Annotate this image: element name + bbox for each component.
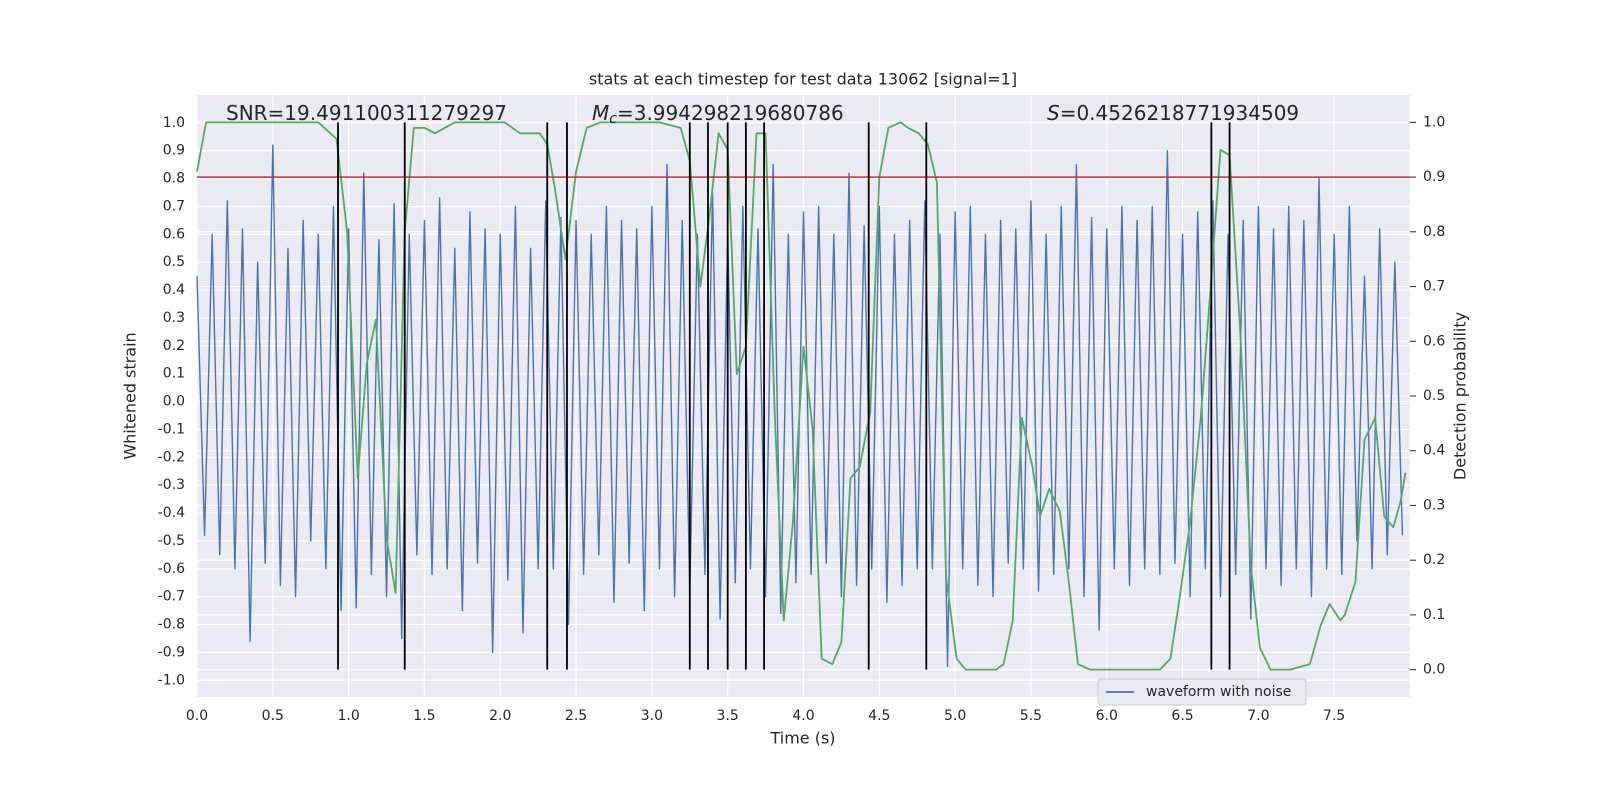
- y-tick-label: 0.2: [163, 338, 185, 354]
- y-tick-label: -0.7: [158, 589, 185, 605]
- y2-tick-label: 0.1: [1423, 607, 1445, 623]
- x-tick-label: 1.5: [413, 708, 435, 724]
- x-tick-label: 5.0: [944, 708, 966, 724]
- annotation: S=0.4526218771934509: [1047, 101, 1299, 125]
- y-tick-label: -0.2: [158, 449, 185, 465]
- y-tick-label: -0.3: [158, 477, 185, 493]
- y2-tick-label: 0.9: [1423, 169, 1445, 185]
- y-tick-label: 0.6: [163, 226, 185, 242]
- x-tick-label: 6.5: [1171, 708, 1193, 724]
- x-tick-label: 0.0: [186, 708, 208, 724]
- y2-axis-label: Detection probability: [1451, 312, 1470, 480]
- annotation: SNR=19.491100311279297: [226, 101, 507, 125]
- x-tick-label: 4.0: [792, 708, 814, 724]
- legend-box: [1097, 678, 1307, 706]
- y2-tick-label: 1.0: [1423, 114, 1445, 130]
- x-tick-label: 4.5: [868, 708, 890, 724]
- legend: waveform with noise: [1097, 678, 1307, 706]
- annotation-text: =3.994298219680786: [617, 101, 844, 125]
- y-tick-label: -0.4: [158, 505, 185, 521]
- chart-title: stats at each timestep for test data 130…: [589, 70, 1017, 89]
- annotation-subscript: c: [609, 111, 617, 127]
- y-tick-label: -0.1: [158, 421, 185, 437]
- y-tick-label: 0.1: [163, 366, 185, 382]
- x-tick-label: 3.5: [717, 708, 739, 724]
- y2-tick-label: 0.5: [1423, 388, 1445, 404]
- y-tick-label: 0.5: [163, 254, 185, 270]
- x-tick-label: 6.0: [1096, 708, 1118, 724]
- y-axis-label: Whitened strain: [121, 332, 140, 459]
- y-tick-label: -0.5: [158, 533, 185, 549]
- x-tick-label: 2.0: [489, 708, 511, 724]
- annotation-symbol: M: [592, 101, 609, 125]
- x-tick-label: 7.0: [1247, 708, 1269, 724]
- grid: [196, 95, 1410, 697]
- annotation-text: =0.4526218771934509: [1060, 101, 1299, 125]
- axes: 0.0 0.5 1.0 1.5 2.0 2.5 3.0 3.5 4.0 4.5 5.0 5.5 6.0 6…: [158, 101, 1446, 725]
- y-tick-label: -0.9: [158, 644, 185, 660]
- y-tick-label: 0.9: [163, 143, 185, 159]
- y2-tick-label: 0.3: [1423, 497, 1445, 513]
- y2-tick-label: 0.7: [1423, 279, 1445, 295]
- y-tick-label: -1.0: [158, 672, 185, 688]
- plot: [196, 121, 1410, 671]
- y2-tick-label: 0.8: [1423, 224, 1445, 240]
- y-tick-label: 0.8: [163, 171, 185, 187]
- annotation: Mc=3.994298219680786: [592, 101, 844, 128]
- y-tick-label: -0.8: [158, 617, 185, 633]
- y2-tick-label: 0.2: [1423, 552, 1445, 568]
- x-tick-label: 3.0: [641, 708, 663, 724]
- y2-tick-label: 0.0: [1423, 662, 1445, 678]
- y-tick-label: 1.0: [163, 115, 185, 131]
- series-line: [196, 121, 1407, 671]
- y2-tick-label: 0.6: [1423, 333, 1445, 349]
- x-tick-label: 1.0: [337, 708, 359, 724]
- x-axis-label: Time (s): [769, 729, 835, 748]
- legend-label: waveform with noise: [1146, 684, 1291, 700]
- x-tick-label: 0.5: [262, 708, 284, 724]
- x-tick-label: 5.5: [1020, 708, 1042, 724]
- y-tick-label: 0.7: [163, 198, 185, 214]
- y-tick-label: -0.6: [158, 561, 185, 577]
- annotation-symbol: S: [1047, 101, 1060, 125]
- y-tick-label: 0.3: [163, 310, 185, 326]
- annotation-text: SNR=19.491100311279297: [226, 101, 507, 125]
- y-tick-label: 0.0: [163, 394, 185, 410]
- x-tick-label: 2.5: [565, 708, 587, 724]
- x-tick-label: 7.5: [1323, 708, 1345, 724]
- y-tick-label: 0.4: [163, 282, 185, 298]
- y2-tick-label: 0.4: [1423, 443, 1445, 459]
